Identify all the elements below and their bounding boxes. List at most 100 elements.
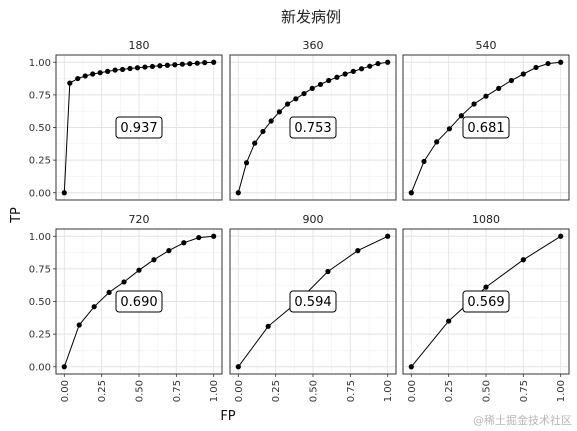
y-tick-label: 0.50: [29, 123, 51, 134]
y-tick-label: 0.00: [29, 188, 51, 199]
roc-point: [61, 190, 67, 196]
roc-point: [483, 93, 489, 99]
roc-point: [285, 101, 291, 107]
auc-label: 0.569: [467, 295, 504, 310]
roc-point: [211, 233, 217, 239]
roc-point: [309, 85, 315, 91]
x-tick-label: 0.00: [60, 380, 71, 402]
roc-point: [458, 113, 464, 119]
roc-point: [235, 364, 241, 370]
roc-point: [446, 126, 452, 132]
roc-point: [75, 75, 81, 82]
roc-point: [421, 158, 427, 165]
roc-point: [121, 279, 127, 285]
y-tick-label: 1.00: [29, 58, 51, 69]
roc-point: [408, 364, 414, 370]
roc-point: [187, 61, 193, 67]
roc-point: [325, 268, 331, 275]
roc-point: [317, 81, 324, 88]
roc-point: [243, 160, 250, 166]
panel-title: 1080: [472, 213, 500, 226]
roc-point: [142, 64, 148, 70]
panel-1080: 1080 0.569 0.00 0.25 0.50 0.75 1.00: [402, 213, 570, 402]
x-tick-label: 0.50: [482, 380, 493, 402]
x-tick-label: 0.00: [234, 380, 245, 402]
y-tick-label: 0.75: [29, 90, 51, 101]
roc-point: [166, 248, 172, 254]
roc-point: [82, 73, 88, 79]
panel-360: 360 0.753: [229, 39, 397, 201]
roc-point: [334, 74, 340, 80]
roc-point: [196, 234, 202, 241]
roc-point: [350, 68, 356, 74]
panel-720: 720 0.690 0.00 0.25 0.50 0.75 1.00 0.00 0.25 0.50…: [29, 213, 223, 402]
roc-point: [301, 90, 307, 97]
y-tick-label: 1.00: [29, 232, 51, 243]
x-tick-label: 0.50: [135, 380, 146, 402]
roc-point: [375, 60, 381, 67]
auc-label: 0.690: [120, 295, 157, 310]
panel-title: 900: [303, 213, 324, 226]
roc-point: [181, 240, 187, 246]
auc-label-box: [462, 290, 510, 313]
roc-point: [172, 62, 178, 68]
roc-point: [496, 85, 502, 91]
panel-540: 540 0.681: [402, 39, 570, 201]
panel-title: 540: [476, 39, 497, 52]
x-tick-label: 1.00: [383, 380, 394, 402]
panel-title: 180: [129, 39, 150, 52]
y-tick-label: 0.25: [29, 330, 51, 341]
roc-point: [265, 323, 271, 329]
auc-label: 0.753: [294, 121, 331, 136]
roc-point: [149, 63, 156, 70]
roc-point: [151, 257, 157, 263]
roc-point: [358, 66, 365, 72]
roc-point: [252, 140, 258, 146]
roc-point: [408, 190, 414, 196]
y-tick-label: 0.25: [29, 156, 51, 167]
roc-point: [520, 71, 526, 77]
roc-point: [179, 61, 185, 67]
roc-point: [134, 65, 141, 71]
roc-point: [157, 63, 163, 69]
panel-900: 900 0.594 0.00 0.25 0.50 0.75 1.00: [229, 213, 397, 402]
roc-point: [385, 59, 391, 65]
roc-point: [558, 59, 564, 65]
panel-title: 360: [303, 39, 324, 52]
chart-title: 新发病例: [281, 8, 341, 26]
roc-point: [76, 322, 82, 328]
panel-border: [229, 54, 397, 201]
roc-point: [91, 304, 97, 310]
y-tick-label: 0.00: [29, 362, 51, 373]
auc-label-box: [115, 290, 163, 313]
roc-point: [119, 66, 126, 73]
x-tick-label: 0.00: [407, 380, 418, 402]
y-tick-label: 0.50: [29, 297, 51, 308]
roc-point: [471, 101, 477, 107]
x-tick-label: 0.25: [444, 380, 455, 402]
roc-point: [355, 248, 361, 254]
auc-label: 0.594: [294, 295, 331, 310]
roc-point: [164, 62, 170, 68]
roc-point: [268, 118, 274, 124]
x-tick-label: 0.75: [346, 380, 357, 402]
roc-point: [342, 71, 348, 77]
watermark-text: @稀土掘金技术社区: [473, 413, 572, 427]
roc-point: [545, 60, 551, 67]
roc-point: [558, 233, 564, 239]
x-tick-label: 0.25: [271, 380, 282, 402]
roc-point: [136, 267, 142, 273]
roc-point: [385, 233, 391, 239]
roc-line: [237, 235, 388, 368]
roc-point: [235, 190, 241, 196]
x-tick-label: 0.25: [97, 380, 108, 402]
roc-point: [90, 71, 96, 77]
roc-point: [105, 68, 111, 74]
roc-point: [194, 60, 200, 66]
facet-panels: 180 0.937 0.00 0.25 0.50 0.75 1.00 360 0.753 540 0…: [29, 39, 570, 402]
panel-180: 180 0.937 0.00 0.25 0.50 0.75 1.00: [29, 39, 223, 201]
x-tick-label: 0.50: [309, 380, 320, 402]
roc-point: [367, 63, 373, 69]
auc-label: 0.681: [467, 121, 504, 136]
